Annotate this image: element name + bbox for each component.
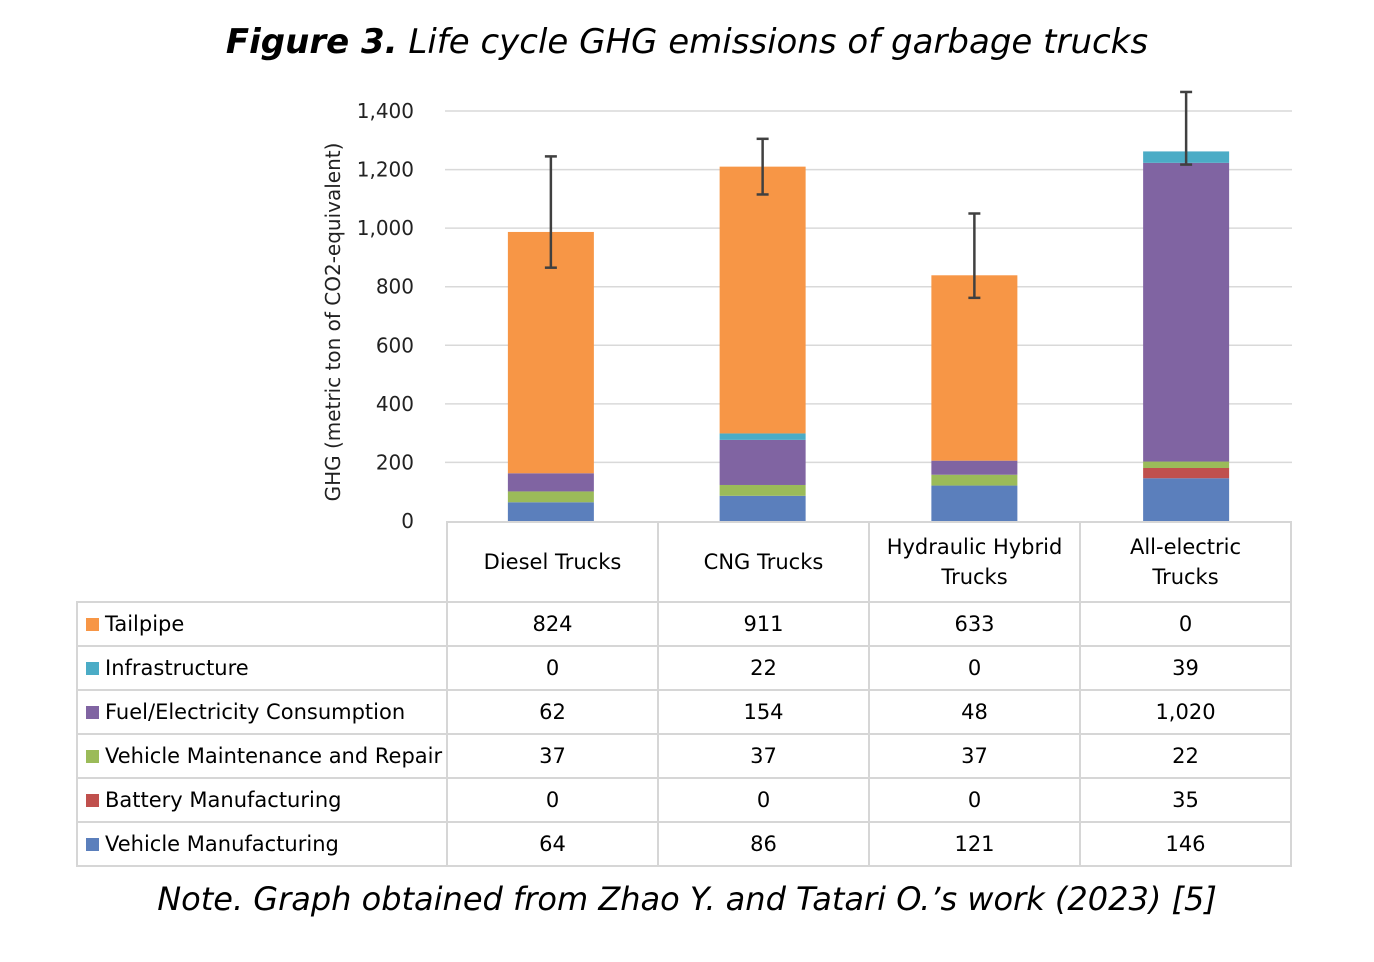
data-value: 1,020 <box>1079 689 1292 735</box>
legend-swatch <box>86 618 99 631</box>
bar-segment <box>507 473 594 492</box>
y-tick-label: 800 <box>376 275 414 299</box>
series-name-cell: Tailpipe <box>76 601 448 647</box>
bar-segment <box>1143 478 1230 521</box>
bar-segment <box>719 484 806 496</box>
data-value: 37 <box>657 733 870 779</box>
category-label-line: Trucks <box>1152 565 1219 589</box>
category-label-line: Hydraulic Hybrid <box>886 535 1063 559</box>
y-tick-label: 200 <box>376 450 414 474</box>
bar-segment <box>719 433 806 440</box>
legend-swatch <box>86 838 99 851</box>
bar-segment <box>507 231 594 474</box>
data-value: 154 <box>657 689 870 735</box>
legend-swatch <box>86 794 99 807</box>
data-value: 37 <box>446 733 659 779</box>
y-tick-label: 1,400 <box>357 99 414 123</box>
data-value: 911 <box>657 601 870 647</box>
data-value: 146 <box>1079 821 1292 867</box>
data-value: 824 <box>446 601 659 647</box>
bar-segment <box>507 502 594 521</box>
data-value: 0 <box>868 645 1081 691</box>
data-value: 633 <box>868 601 1081 647</box>
data-value: 62 <box>446 689 659 735</box>
data-value: 35 <box>1079 777 1292 823</box>
data-table: Diesel Trucks CNG Trucks Hydraulic Hybrid T… <box>76 521 1292 867</box>
y-tick-label: 1,000 <box>357 216 414 240</box>
data-value: 0 <box>868 777 1081 823</box>
data-value: 121 <box>868 821 1081 867</box>
table-header-row: Diesel Trucks CNG Trucks Hydraulic Hybrid T… <box>77 521 1292 603</box>
data-value: 0 <box>657 777 870 823</box>
series-name: Vehicle Manufacturing <box>105 832 339 856</box>
y-tick-label: 600 <box>376 333 414 357</box>
bar-segment <box>931 485 1018 521</box>
data-value: 86 <box>657 821 870 867</box>
category-label: Hydraulic Hybrid Trucks <box>868 521 1081 603</box>
bar-segment <box>931 275 1018 461</box>
bar-segment <box>1143 467 1230 479</box>
bar-segment <box>1143 162 1230 462</box>
data-value: 37 <box>868 733 1081 779</box>
series-name-cell: Battery Manufacturing <box>76 777 448 823</box>
table-row: Fuel/Electricity Consumption 62 154 48 1,020 <box>76 689 1292 735</box>
legend-swatch <box>86 750 99 763</box>
bar-segment <box>507 491 594 503</box>
data-value: 22 <box>657 645 870 691</box>
figure-title: Figure 3. Life cycle GHG emissions of ga… <box>0 22 1374 62</box>
category-label: Diesel Trucks <box>446 521 659 603</box>
category-label-line: Trucks <box>941 565 1008 589</box>
category-label: All-electric Trucks <box>1079 521 1292 603</box>
bar-segment <box>719 166 806 434</box>
series-name: Tailpipe <box>105 612 185 636</box>
legend-swatch <box>86 662 99 675</box>
bar-segment <box>931 460 1018 475</box>
category-label-line: All-electric <box>1129 535 1242 559</box>
y-axis-label: GHG (metric ton of CO2-equivalent) <box>321 143 345 502</box>
table-row: Vehicle Manufacturing 64 86 121 146 <box>76 821 1292 867</box>
data-value: 48 <box>868 689 1081 735</box>
data-value: 64 <box>446 821 659 867</box>
data-value: 0 <box>1079 601 1292 647</box>
data-value: 39 <box>1079 645 1292 691</box>
table-corner <box>77 522 448 603</box>
bar-segment <box>1143 461 1230 468</box>
category-label: CNG Trucks <box>657 521 870 603</box>
series-name-cell: Vehicle Maintenance and Repair <box>76 733 448 779</box>
table-row: Tailpipe 824 911 633 0 <box>76 601 1292 647</box>
figure-note: Note. Graph obtained from Zhao Y. and Ta… <box>157 880 1217 918</box>
series-name: Battery Manufacturing <box>105 788 342 812</box>
series-name: Vehicle Maintenance and Repair <box>105 744 443 768</box>
table-row: Vehicle Maintenance and Repair 37 37 37 22 <box>76 733 1292 779</box>
series-name: Fuel/Electricity Consumption <box>105 700 406 724</box>
y-tick-label: 1,200 <box>357 158 414 182</box>
table-row: Battery Manufacturing 0 0 0 35 <box>76 777 1292 823</box>
data-value: 0 <box>446 645 659 691</box>
bar-segment <box>931 474 1018 486</box>
y-tick-label: 400 <box>376 392 414 416</box>
bar-segment <box>719 495 806 521</box>
category-label-line: Diesel Trucks <box>483 550 622 574</box>
legend-swatch <box>86 706 99 719</box>
data-value: 0 <box>446 777 659 823</box>
series-name-cell: Fuel/Electricity Consumption <box>76 689 448 735</box>
series-name-cell: Vehicle Manufacturing <box>76 821 448 867</box>
category-label-line: CNG Trucks <box>703 550 824 574</box>
figure-title-bold: Figure 3. <box>225 22 398 62</box>
data-value: 22 <box>1079 733 1292 779</box>
table-row: Infrastructure 0 22 0 39 <box>76 645 1292 691</box>
bar-segment <box>719 439 806 485</box>
figure-title-text: Life cycle GHG emissions of garbage truc… <box>397 22 1149 62</box>
series-name: Infrastructure <box>105 656 249 680</box>
series-name-cell: Infrastructure <box>76 645 448 691</box>
